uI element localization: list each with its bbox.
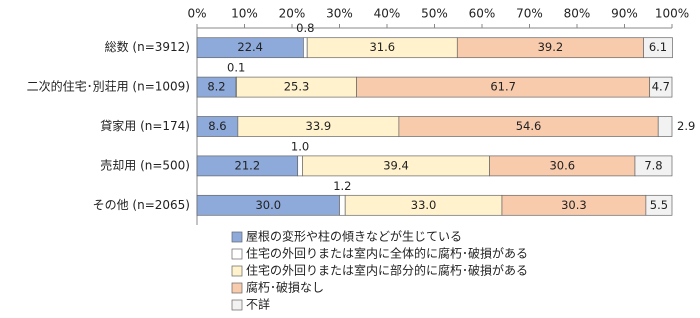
x-tick-label: 90%	[611, 7, 638, 21]
bar-segment	[657, 116, 673, 137]
value-label: 33.0	[411, 198, 437, 212]
value-label: 5.5	[650, 198, 668, 212]
x-tick-label: 40%	[374, 7, 401, 21]
legend-swatch	[231, 282, 243, 294]
value-label: 0.8	[296, 21, 314, 35]
legend-swatch	[231, 299, 243, 311]
value-label: 0.1	[227, 61, 245, 75]
value-label: 61.7	[490, 80, 516, 94]
y-tick-label: 貸家用 (n=174)	[100, 118, 190, 133]
y-tick-label: 二次的住宅･別荘用 (n=1009)	[27, 79, 190, 94]
value-label: 7.8	[644, 158, 662, 172]
y-tick-label: 売却用 (n=500)	[100, 157, 190, 172]
value-label: 4.7	[652, 80, 670, 94]
legend-swatch	[231, 248, 243, 260]
legend-swatch	[231, 231, 243, 243]
legend-label: 不詳	[246, 297, 270, 312]
bar-segment	[645, 194, 673, 216]
bar-segment	[339, 194, 346, 216]
x-tick-label: 60%	[469, 7, 496, 21]
value-label: 30.6	[549, 158, 575, 172]
value-label: 1.0	[291, 139, 309, 153]
x-tick-label: 80%	[564, 7, 591, 21]
legend-swatch	[231, 265, 243, 277]
x-tick-label: 20%	[279, 7, 306, 21]
value-label: 2.9	[677, 119, 695, 133]
value-label: 8.6	[208, 119, 226, 133]
bar-segment	[634, 155, 673, 177]
y-tick-label: 総数 (n=3912)	[105, 39, 190, 54]
value-label: 8.2	[207, 80, 225, 94]
legend-label: 屋根の変形や柱の傾きなどが生じている	[246, 229, 462, 244]
value-label: 21.2	[235, 158, 261, 172]
value-label: 25.3	[284, 80, 310, 94]
x-tick-label: 70%	[516, 7, 543, 21]
x-tick-label: 100%	[655, 7, 689, 21]
bar-segment	[649, 76, 673, 98]
value-label: 1.2	[333, 179, 351, 193]
legend-label: 住宅の外回りまたは室内に全体的に腐朽･破損がある	[246, 246, 528, 261]
bar-segment	[643, 37, 673, 59]
value-label: 39.4	[383, 158, 409, 172]
value-label: 30.0	[255, 198, 281, 212]
value-label: 54.6	[516, 119, 542, 133]
legend-label: 腐朽･破損なし	[246, 280, 324, 295]
x-tick-label: 50%	[421, 7, 448, 21]
y-tick-label: その他 (n=2065)	[93, 198, 190, 212]
value-label: 33.9	[306, 119, 332, 133]
value-label: 6.1	[649, 40, 667, 54]
bar-segment	[303, 37, 308, 59]
value-label: 22.4	[237, 40, 263, 54]
bar-segment	[297, 155, 303, 177]
value-label: 31.6	[369, 40, 395, 54]
legend-label: 住宅の外回りまたは室内に部分的に腐朽･破損がある	[246, 263, 528, 278]
x-tick-label: 0%	[187, 7, 206, 21]
x-tick-label: 30%	[326, 7, 353, 21]
x-tick-label: 10%	[231, 7, 258, 21]
value-label: 39.2	[538, 40, 564, 54]
value-label: 30.3	[561, 198, 587, 212]
